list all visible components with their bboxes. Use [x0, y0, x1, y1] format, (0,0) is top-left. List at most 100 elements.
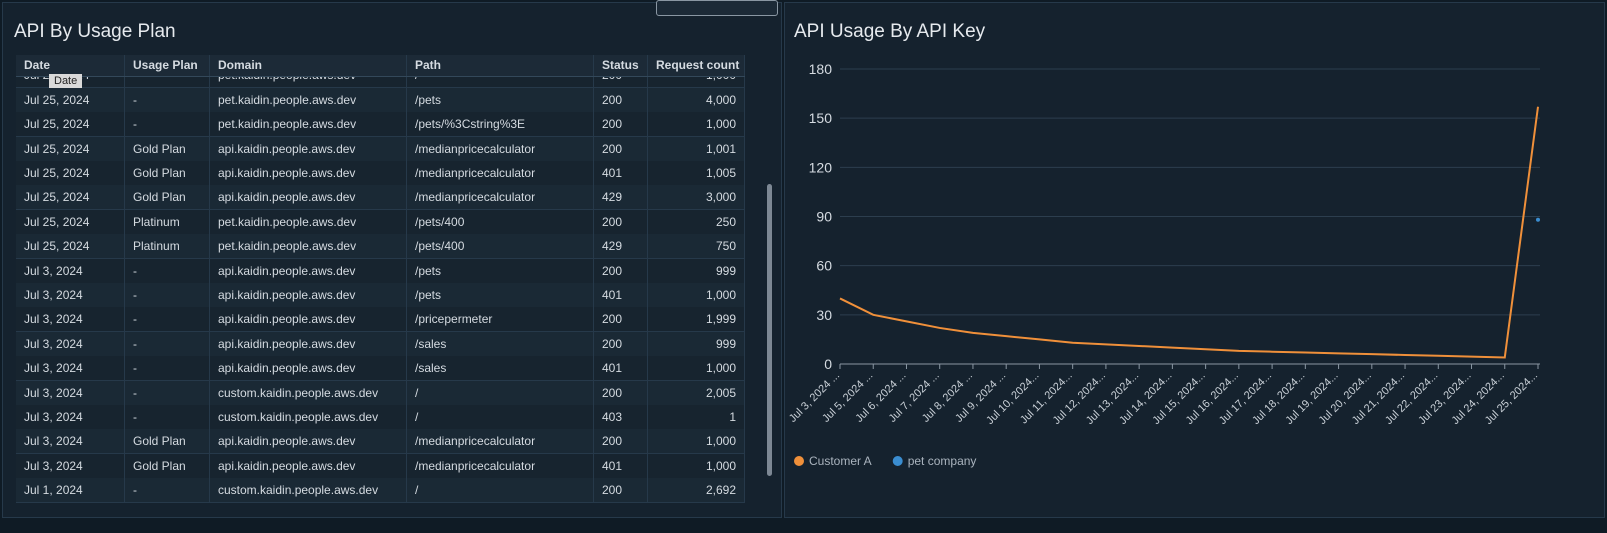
table-cell: Jul 25, 2024 — [16, 209, 125, 234]
table-cell: - — [125, 380, 210, 405]
table-cell: 2,692 — [648, 478, 745, 503]
table-cell: api.kaidin.people.aws.dev — [210, 356, 407, 381]
table-cell: 1,000 — [648, 283, 745, 307]
scrollbar[interactable] — [767, 184, 772, 476]
table-cell: 200 — [594, 478, 648, 503]
table-cell: /pets/400 — [407, 234, 594, 259]
table-cell: /sales — [407, 356, 594, 381]
table-cell: 200 — [594, 209, 648, 234]
table-cell: /sales — [407, 331, 594, 356]
table-cell: Gold Plan — [125, 429, 210, 454]
table-cell: / — [407, 405, 594, 429]
tooltip: Date — [49, 74, 83, 88]
table-cell: - — [125, 112, 210, 137]
table-cell: api.kaidin.people.aws.dev — [210, 258, 407, 283]
table-cell: Jul 3, 2024 — [16, 405, 125, 429]
y-tick-label: 60 — [816, 258, 832, 274]
table-cell: 1,000 — [648, 453, 745, 478]
table-cell: /pets/%3Cstring%3E — [407, 112, 594, 137]
legend-swatch — [794, 456, 804, 466]
toolbar[interactable] — [656, 0, 778, 16]
legend-label: pet company — [908, 454, 977, 468]
table-cell: / — [407, 380, 594, 405]
table-cell: pet.kaidin.people.aws.dev — [210, 234, 407, 259]
table-cell: 401 — [594, 356, 648, 381]
table-title: API By Usage Plan — [14, 21, 176, 42]
table-cell: /pets/400 — [407, 209, 594, 234]
chart-panel — [784, 2, 1605, 518]
table-cell: custom.kaidin.people.aws.dev — [210, 478, 407, 503]
table-cell: Jul 3, 2024 — [16, 356, 125, 381]
table-cell: - — [125, 405, 210, 429]
table-cell: 200 — [594, 258, 648, 283]
line-point — [1536, 217, 1540, 222]
table-row: Jul 3, 2024 Gold Plan api.kaidin.people.aw… — [16, 453, 745, 479]
table-cell: /pets — [407, 87, 594, 112]
table-cell: - — [125, 331, 210, 356]
table-cell: 1,000 — [648, 429, 745, 454]
table-cell: 429 — [594, 234, 648, 259]
table-cell: Gold Plan — [125, 161, 210, 185]
y-tick-label: 150 — [809, 110, 833, 126]
table-cell: Jul 3, 2024 — [16, 429, 125, 454]
table-cell: Jul 3, 2024 — [16, 453, 125, 478]
table-cell: Gold Plan — [125, 453, 210, 478]
table-cell: Gold Plan — [125, 136, 210, 161]
table-cell: api.kaidin.people.aws.dev — [210, 136, 407, 161]
table-cell: 200 — [594, 112, 648, 137]
table-cell: /medianpricecalculator — [407, 161, 594, 185]
legend-swatch — [892, 456, 903, 466]
table-cell: - — [125, 283, 210, 307]
y-tick-label: 30 — [816, 307, 832, 323]
table-body: Jul 25, 2024-pet.kaidin.people.aws.dev/2… — [3, 55, 763, 503]
table-cell: 1,000 — [648, 356, 745, 381]
table-cell: 401 — [594, 161, 648, 185]
table-cell: 401 — [594, 283, 648, 307]
table-row: Jul 3, 2024- api.kaidin.people.aws.dev/pr… — [16, 307, 745, 333]
table-cell: Jul 3, 2024 — [16, 307, 125, 332]
table-cell: 200 — [594, 87, 648, 112]
column-header: Status — [594, 55, 648, 76]
table-cell: pet.kaidin.people.aws.dev — [210, 112, 407, 137]
table-cell: - — [125, 258, 210, 283]
table-cell: 1,000 — [648, 112, 745, 137]
table-header: Date Usage Plan Domain Path Status Request co… — [16, 55, 745, 77]
table-cell: 200 — [594, 429, 648, 454]
y-tick-label: 90 — [816, 209, 832, 225]
table-cell: api.kaidin.people.aws.dev — [210, 331, 407, 356]
table-cell: Jul 25, 2024 — [16, 87, 125, 112]
table-cell: api.kaidin.people.aws.dev — [210, 429, 407, 454]
table-cell: 401 — [594, 453, 648, 478]
table-cell: Jul 25, 2024 — [16, 136, 125, 161]
table-cell: - — [125, 307, 210, 332]
table-cell: custom.kaidin.people.aws.dev — [210, 380, 407, 405]
column-header: Domain — [210, 55, 407, 76]
table-row: Jul 25, 2024 Platinum pet.kaidin.people.aw… — [16, 209, 745, 235]
table-cell: Jul 25, 2024 — [16, 185, 125, 210]
table-row: Jul 25, 2024 Platinum pet.kaidin.people.aw… — [16, 234, 745, 260]
table-cell: api.kaidin.people.aws.dev — [210, 307, 407, 332]
table-cell: - — [125, 356, 210, 381]
table-cell: Jul 3, 2024 — [16, 283, 125, 307]
table-row: Jul 25, 2024 Gold Plan api.kaidin.people.a… — [16, 161, 745, 186]
table-cell: pet.kaidin.people.aws.dev — [210, 209, 407, 234]
table-cell: Jul 25, 2024 — [16, 161, 125, 185]
table-cell: /pets — [407, 258, 594, 283]
table-cell: Jul 3, 2024 — [16, 258, 125, 283]
table-cell: 429 — [594, 185, 648, 210]
legend-label: Customer A — [809, 454, 872, 468]
table-row: Jul 25, 2024- pet.kaidin.people.aws.dev/p… — [16, 112, 745, 138]
table-cell: 2,005 — [648, 380, 745, 405]
y-tick-label: 180 — [809, 61, 833, 77]
column-header: Date — [16, 55, 125, 76]
table-row: Jul 25, 2024 Gold Plan api.kaidin.people.a… — [16, 136, 745, 162]
chart-title: API Usage By API Key — [794, 21, 986, 42]
table-cell: 250 — [648, 209, 745, 234]
table-row: Jul 1, 2024- custom.kaidin.people.aws.dev… — [16, 478, 745, 503]
table-cell: api.kaidin.people.aws.dev — [210, 185, 407, 210]
table-cell: 1,001 — [648, 136, 745, 161]
table-cell: Jul 3, 2024 — [16, 380, 125, 405]
table-cell: / — [407, 478, 594, 503]
